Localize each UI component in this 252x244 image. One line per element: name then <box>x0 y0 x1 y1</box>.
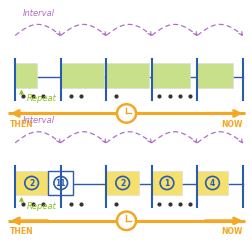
FancyBboxPatch shape <box>15 63 37 88</box>
Text: NOW: NOW <box>221 227 242 236</box>
Text: 1: 1 <box>164 179 169 187</box>
Text: Interval: Interval <box>23 9 55 18</box>
Text: NOW: NOW <box>221 120 242 129</box>
Circle shape <box>118 214 134 228</box>
Text: Interval: Interval <box>23 116 55 125</box>
FancyBboxPatch shape <box>197 171 227 195</box>
Text: 2: 2 <box>29 179 34 187</box>
FancyBboxPatch shape <box>48 171 73 195</box>
FancyBboxPatch shape <box>106 171 139 195</box>
Text: Repeat: Repeat <box>26 94 56 103</box>
FancyBboxPatch shape <box>151 63 189 88</box>
Circle shape <box>116 104 136 123</box>
Text: 2: 2 <box>120 179 125 187</box>
FancyBboxPatch shape <box>15 171 48 195</box>
Text: THEN: THEN <box>10 227 34 236</box>
FancyBboxPatch shape <box>151 171 181 195</box>
Text: 11: 11 <box>55 179 66 187</box>
FancyBboxPatch shape <box>60 63 103 88</box>
Circle shape <box>116 211 136 231</box>
FancyBboxPatch shape <box>197 63 232 88</box>
FancyBboxPatch shape <box>106 63 149 88</box>
Text: 4: 4 <box>209 179 214 187</box>
Circle shape <box>118 106 134 121</box>
Text: THEN: THEN <box>10 120 34 129</box>
Text: Repeat: Repeat <box>26 202 56 211</box>
